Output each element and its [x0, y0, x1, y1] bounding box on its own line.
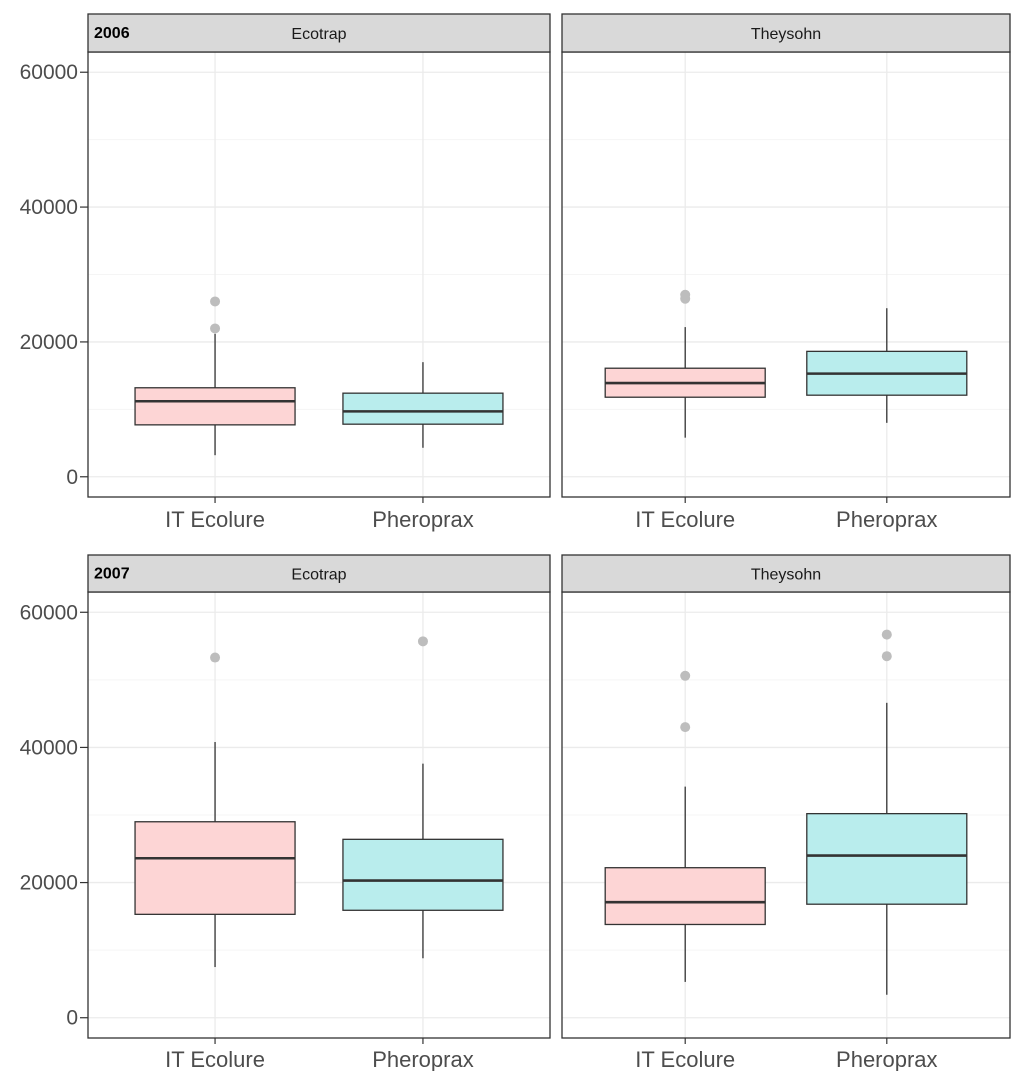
x-tick-label: IT Ecolure: [165, 1047, 265, 1071]
outlier-point: [210, 652, 221, 663]
box-pheroprax: [342, 838, 504, 911]
outlier-point: [680, 289, 691, 300]
facet-strip-label: Ecotrap: [291, 567, 346, 584]
outlier-point: [881, 651, 892, 662]
facet-strip: [561, 13, 1011, 53]
facet-strip: [87, 13, 551, 53]
panel-2007-ecotrap: Ecotrap IT Ecolure Pheroprax: [87, 554, 551, 1071]
panel-2006-theysohn: Theysohn IT Ecolure Pheroprax: [561, 13, 1011, 532]
year-label: 2007: [94, 566, 130, 583]
y-tick-label: 0: [66, 466, 78, 489]
outlier-point: [680, 722, 691, 733]
facet-strip-label: Theysohn: [751, 26, 821, 43]
box-it-ecolure: [134, 387, 296, 426]
x-tick-label: Pheroprax: [372, 1047, 474, 1071]
box-it-ecolure: [134, 821, 296, 915]
facet-strip-label: Ecotrap: [291, 26, 346, 43]
box-pheroprax: [342, 392, 504, 425]
facet-strip: [561, 554, 1011, 593]
x-tick-label: Pheroprax: [372, 507, 474, 532]
x-tick-label: Pheroprax: [836, 1047, 938, 1071]
box-pheroprax: [806, 812, 968, 905]
y-tick-label: 40000: [20, 736, 78, 759]
y-tick-label: 60000: [20, 61, 78, 84]
y-tick-label: 60000: [20, 601, 78, 624]
box-it-ecolure: [604, 867, 766, 926]
facet-strip: [87, 554, 551, 593]
outlier-point: [417, 636, 428, 647]
outlier-point: [210, 296, 221, 307]
y-tick-label: 20000: [20, 872, 78, 895]
outlier-point: [680, 670, 691, 681]
outlier-point: [881, 629, 892, 640]
outlier-point: [210, 323, 221, 334]
y-tick-label: 0: [66, 1007, 78, 1030]
facet-strip-label: Theysohn: [751, 567, 821, 584]
x-tick-label: Pheroprax: [836, 507, 938, 532]
y-tick-label: 20000: [20, 331, 78, 354]
x-tick-label: IT Ecolure: [635, 1047, 735, 1071]
y-tick-label: 40000: [20, 196, 78, 219]
panel-2007-theysohn: Theysohn IT Ecolure Pheroprax: [561, 554, 1011, 1071]
x-tick-label: IT Ecolure: [165, 507, 265, 532]
x-tick-label: IT Ecolure: [635, 507, 735, 532]
panel-2006-ecotrap: Ecotrap IT Ecolure Pheroprax: [87, 13, 551, 532]
year-label: 2006: [94, 25, 130, 42]
